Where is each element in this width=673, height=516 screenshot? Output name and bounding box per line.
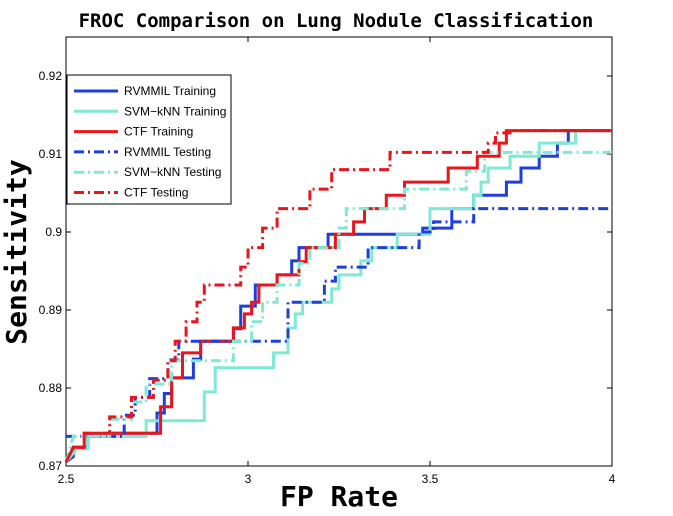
axis-ticks: 2.5 3 3.5 4 0.87 0.88 0.89 0.9 0.91 0.92 [39,37,616,486]
y-tick-label: 0.89 [39,303,63,317]
legend-label: RVMMIL Testing [124,145,211,159]
chart-title: FROC Comparison on Lung Nodule Classific… [79,10,594,32]
legend-label: SVM−kNN Testing [124,165,221,179]
y-tick-label: 0.87 [39,459,63,473]
legend-label: RVMMIL Training [124,84,216,98]
y-tick-label: 0.88 [39,381,63,395]
y-tick-label: 0.91 [39,147,63,161]
series-line-5 [64,129,612,463]
y-tick-label: 0.9 [45,225,62,239]
x-tick-label: 2.5 [58,472,75,486]
legend-box [66,74,232,205]
series-line-3 [66,207,612,438]
series-line-4 [64,150,612,463]
legend-entries: RVMMIL Training SVM−kNN Training CTF Train… [74,84,226,200]
x-tick-label: 3 [245,472,252,486]
y-tick-label: 0.92 [39,69,63,83]
series-line-2 [64,129,612,463]
series-layer [64,129,612,464]
x-tick-label: 4 [609,472,616,486]
legend: RVMMIL Training SVM−kNN Training CTF Train… [66,74,232,205]
x-tick-label: 3.5 [422,472,439,486]
y-axis-label: Sensitivity [0,159,33,345]
x-axis-label: FP Rate [280,480,398,513]
legend-label: CTF Training [124,125,193,139]
series-line-1 [64,129,612,464]
legend-label: SVM−kNN Training [124,104,226,118]
legend-label: CTF Testing [124,186,188,200]
